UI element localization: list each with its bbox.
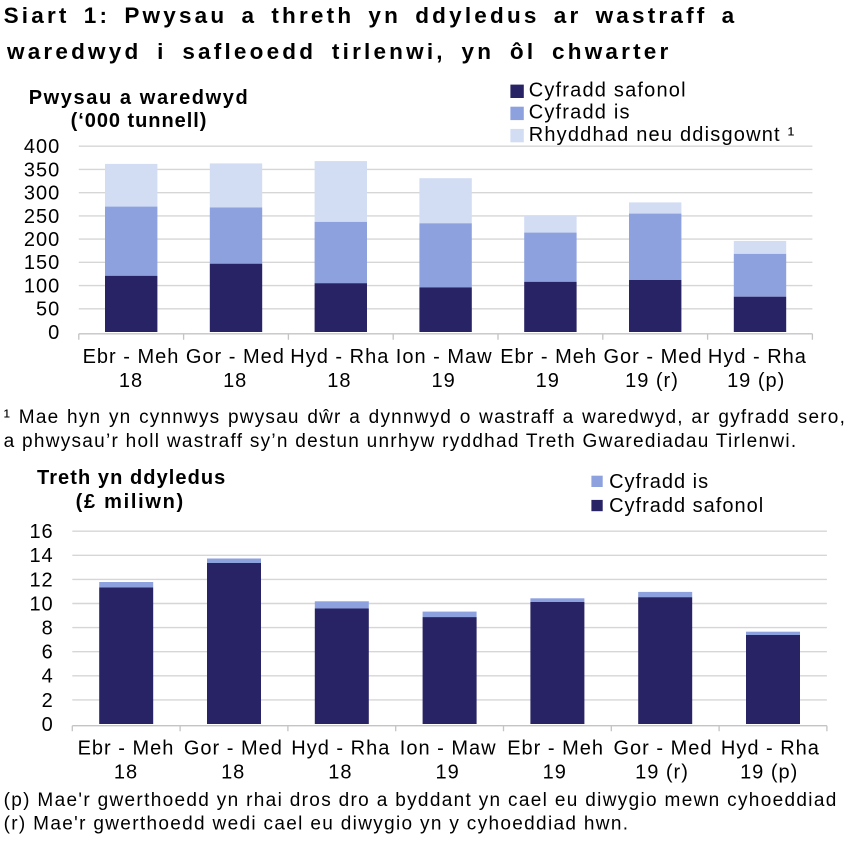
svg-text:16: 16 (29, 521, 53, 543)
svg-text:Gor - Med: Gor - Med (603, 346, 702, 368)
svg-text:0: 0 (42, 714, 54, 736)
svg-text:18: 18 (119, 370, 143, 392)
svg-text:350: 350 (24, 159, 60, 181)
svg-text:18: 18 (114, 761, 138, 783)
svg-text:0: 0 (48, 322, 60, 344)
svg-text:Ebr - Meh: Ebr - Meh (78, 738, 175, 760)
svg-text:Ion - Maw: Ion - Maw (396, 346, 493, 368)
svg-text:10: 10 (29, 593, 53, 615)
svg-text:waredwyd i safleoedd tirlenwi,: waredwyd i safleoedd tirlenwi, yn ôl chw… (6, 39, 671, 64)
svg-text:18: 18 (223, 370, 247, 392)
svg-text:Hyd - Rha: Hyd - Rha (721, 738, 820, 760)
svg-text:(r) Mae'r gwerthoedd wedi cael: (r) Mae'r gwerthoedd wedi cael eu diwygi… (4, 813, 630, 834)
svg-text:a phwysau’r holl wastraff sy’n: a phwysau’r holl wastraff sy’n destun un… (4, 431, 798, 452)
svg-text:8: 8 (42, 618, 54, 640)
svg-text:19: 19 (543, 761, 567, 783)
svg-text:19: 19 (536, 370, 560, 392)
svg-text:Cyfradd safonol: Cyfradd safonol (609, 495, 764, 517)
svg-text:Ebr - Meh: Ebr - Meh (83, 346, 180, 368)
svg-text:19 (r): 19 (r) (625, 370, 679, 392)
svg-text:Ebr - Meh: Ebr - Meh (507, 738, 604, 760)
svg-text:Gor - Med: Gor - Med (186, 346, 285, 368)
svg-text:18: 18 (328, 761, 352, 783)
svg-text:(‘000 tunnell): (‘000 tunnell) (71, 110, 208, 132)
svg-text:19: 19 (431, 370, 455, 392)
svg-text:4: 4 (42, 666, 54, 688)
svg-text:Pwysau a waredwyd: Pwysau a waredwyd (29, 87, 250, 109)
svg-text:Ebr - Meh: Ebr - Meh (500, 346, 597, 368)
svg-text:¹ Mae hyn yn cynnwys pwysau dŵ: ¹ Mae hyn yn cynnwys pwysau dŵr a dynnwy… (4, 407, 846, 428)
svg-text:Hyd - Rha: Hyd - Rha (290, 346, 389, 368)
svg-text:200: 200 (24, 229, 60, 251)
svg-text:Ion - Maw: Ion - Maw (400, 738, 497, 760)
svg-text:18: 18 (221, 761, 245, 783)
svg-text:2: 2 (42, 690, 54, 712)
svg-text:(p) Mae'r gwerthoedd yn rhai d: (p) Mae'r gwerthoedd yn rhai dros dro a … (4, 790, 838, 811)
svg-text:19 (p): 19 (p) (740, 761, 798, 783)
svg-text:19: 19 (435, 761, 459, 783)
svg-text:Cyfradd is: Cyfradd is (609, 471, 709, 493)
svg-text:50: 50 (36, 299, 60, 321)
svg-text:6: 6 (42, 642, 54, 664)
svg-text:100: 100 (24, 275, 60, 297)
svg-text:Gor - Med: Gor - Med (184, 738, 283, 760)
svg-text:19 (p): 19 (p) (727, 370, 785, 392)
svg-text:Cyfradd safonol: Cyfradd safonol (529, 80, 687, 102)
svg-text:Hyd - Rha: Hyd - Rha (708, 346, 807, 368)
svg-text:Hyd - Rha: Hyd - Rha (291, 738, 390, 760)
svg-text:Treth yn ddyledus: Treth yn ddyledus (37, 467, 226, 489)
svg-text:150: 150 (24, 252, 60, 274)
svg-text:250: 250 (24, 206, 60, 228)
svg-text:Gor - Med: Gor - Med (613, 738, 712, 760)
svg-text:14: 14 (29, 545, 53, 567)
svg-text:Rhyddhad neu ddisgownt ¹: Rhyddhad neu ddisgownt ¹ (529, 124, 796, 146)
svg-text:(£ miliwn): (£ miliwn) (76, 491, 185, 513)
svg-text:Siart 1: Pwysau a threth yn dd: Siart 1: Pwysau a threth yn ddyledus ar … (4, 3, 738, 28)
svg-text:300: 300 (24, 183, 60, 205)
svg-text:19 (r): 19 (r) (635, 761, 689, 783)
svg-text:Cyfradd is: Cyfradd is (529, 102, 631, 124)
svg-text:12: 12 (29, 569, 53, 591)
svg-text:400: 400 (24, 136, 60, 158)
svg-text:18: 18 (327, 370, 351, 392)
